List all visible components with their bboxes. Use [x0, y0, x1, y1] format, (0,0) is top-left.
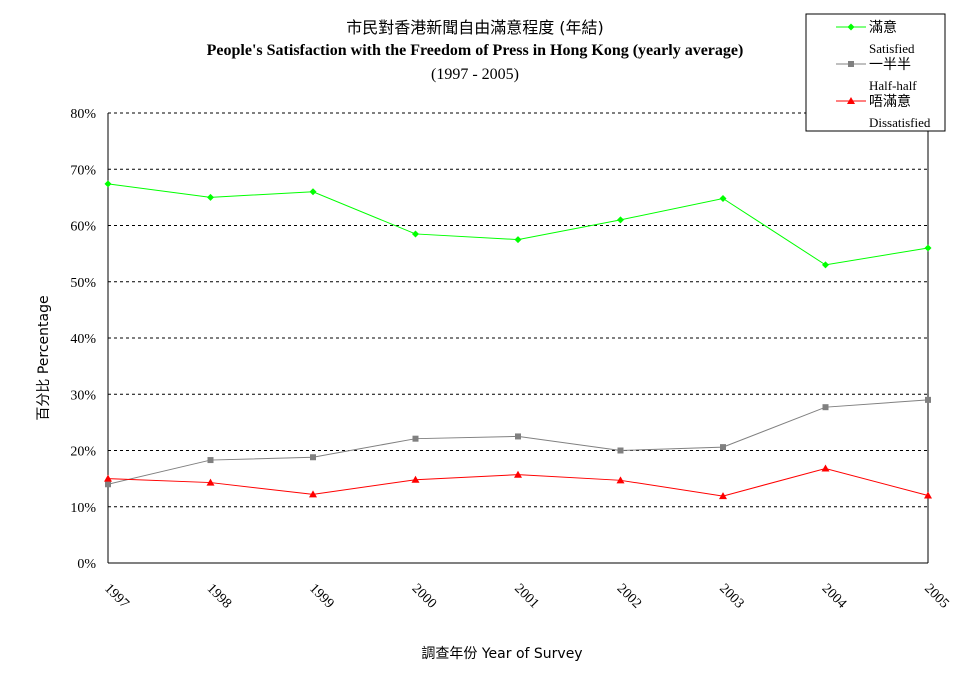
chart-subtitle: People's Satisfaction with the Freedom o… [207, 42, 744, 59]
y-tick-label: 40% [70, 332, 96, 347]
data-point [310, 454, 316, 461]
data-point [104, 474, 112, 482]
legend-label: 唔滿意 [869, 93, 911, 110]
legend-label: 滿意 [869, 19, 897, 36]
y-axis-title: 百分比 Percentage [36, 295, 52, 420]
y-tick-label: 50% [70, 276, 96, 291]
data-point [617, 447, 624, 454]
x-tick-label: 1997 [101, 581, 131, 611]
x-tick-label: 2003 [716, 581, 746, 611]
y-tick-label: 60% [70, 220, 96, 235]
data-point [207, 457, 214, 464]
y-tick-label: 10% [70, 501, 96, 516]
data-point [309, 490, 317, 498]
data-point [412, 230, 419, 238]
y-tick-label: 20% [70, 445, 96, 460]
data-point [848, 61, 854, 67]
x-tick-label: 2002 [614, 581, 644, 611]
y-tick-label: 0% [77, 557, 96, 572]
data-point [822, 261, 829, 269]
x-tick-label: 2001 [511, 581, 541, 611]
data-point [104, 180, 112, 188]
series-dissatisfied [104, 464, 932, 500]
legend-label-en: Satisfied [869, 41, 915, 56]
data-point [616, 476, 625, 484]
x-axis-title: 調查年份 Year of Survey [421, 646, 582, 662]
chart-subtitle-years: (1997 - 2005) [431, 66, 519, 83]
x-tick-labels: 1997 1998 1999 2000 2001 2002 2003 2004 2005 [101, 581, 951, 611]
data-point [514, 470, 522, 478]
data-point [411, 475, 420, 483]
legend-label: 一半半 [869, 57, 911, 73]
chart-title: 市民對香港新聞自由滿意程度 (年結) [346, 18, 604, 37]
series-half-half [105, 396, 931, 488]
x-tick-label: 2000 [409, 581, 439, 611]
data-point [847, 23, 855, 31]
y-tick-label: 80% [70, 107, 96, 122]
data-point [617, 216, 624, 224]
data-point [924, 491, 932, 499]
data-point [206, 478, 215, 486]
data-point [924, 244, 932, 252]
legend-box [805, 13, 946, 132]
data-point [514, 236, 522, 244]
data-point [105, 481, 111, 488]
x-tick-label: 1998 [204, 581, 234, 611]
data-point [719, 492, 727, 500]
x-tick-label: 1999 [306, 581, 336, 611]
data-point [847, 97, 855, 104]
data-point [207, 193, 214, 201]
data-point [925, 396, 931, 403]
gridlines [108, 112, 928, 508]
series-lines [104, 180, 932, 500]
data-point [412, 435, 419, 442]
data-point [720, 444, 726, 451]
y-tick-label: 30% [70, 388, 96, 403]
y-tick-label: 70% [70, 163, 96, 178]
legend-label-en: Half-half [869, 78, 917, 93]
legend-label-en: Dissatisfied [869, 115, 931, 130]
data-point [515, 433, 521, 440]
y-tick-labels: 0% 10% 20% 30% 40% 50% 60% 70% 80% [70, 107, 96, 572]
data-point [822, 404, 829, 411]
data-point [719, 195, 727, 202]
series-line [107, 183, 929, 266]
series-satisfied [104, 180, 932, 269]
x-tick-label: 2004 [819, 581, 849, 611]
x-tick-label: 2005 [921, 581, 951, 611]
data-point [309, 188, 317, 196]
data-point [821, 464, 830, 472]
